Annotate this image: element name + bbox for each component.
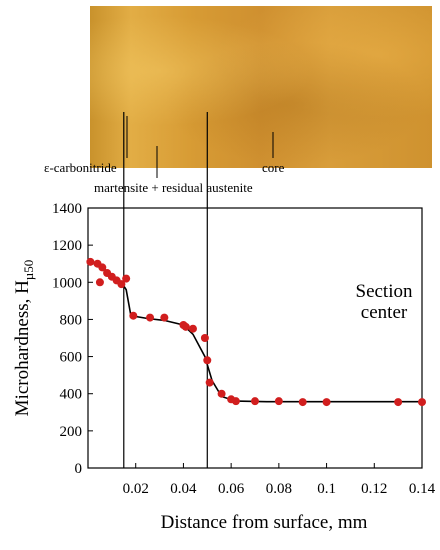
y-tick-label: 400 — [60, 387, 83, 403]
y-axis-title-main: Microhardness, H — [12, 280, 33, 416]
y-tick-label: 1000 — [52, 275, 82, 291]
boundary-lines — [123, 112, 208, 468]
data-point — [205, 378, 214, 387]
y-tick-label: 1200 — [52, 238, 82, 254]
annotation-line-2: center — [361, 302, 408, 323]
plot-frame — [87, 207, 423, 469]
label-carbonitride: ε-carbonitride — [44, 160, 117, 175]
label-martensite: martensite + residual austenite — [94, 180, 253, 195]
data-point — [117, 280, 126, 289]
y-tick-label: 600 — [60, 350, 83, 366]
data-point — [98, 263, 107, 272]
data-point — [200, 334, 209, 342]
data-markers — [86, 257, 426, 407]
y-tick-label: 0 — [75, 461, 83, 477]
micrograph-pointer-lines — [126, 116, 274, 178]
x-tick-label: 0.1 — [317, 481, 336, 497]
y-ticks: 0 200 400 600 800 1000 1200 1400 — [52, 201, 93, 477]
annotation-line-1: Section — [356, 281, 413, 302]
x-axis-title: Distance from surface, mm — [161, 512, 368, 533]
data-point — [203, 356, 212, 365]
x-tick-label: 0.14 — [409, 481, 436, 497]
data-point — [129, 311, 138, 320]
y-tick-label: 200 — [60, 424, 83, 440]
data-point — [298, 398, 307, 407]
x-tick-label: 0.08 — [266, 481, 292, 497]
x-tick-label: 0.12 — [361, 481, 387, 497]
data-point — [122, 274, 131, 283]
data-point — [188, 324, 197, 333]
y-axis-title-sub: µ50 — [21, 260, 36, 281]
y-tick-label: 800 — [60, 312, 83, 328]
data-point — [274, 397, 283, 406]
data-point — [251, 397, 259, 406]
label-core: core — [262, 160, 285, 175]
data-point — [217, 389, 226, 398]
micrograph-image — [90, 6, 432, 168]
data-point — [160, 313, 169, 322]
data-point — [322, 398, 331, 407]
y-axis-title: Microhardness, Hµ50 — [12, 260, 36, 417]
data-point — [146, 313, 155, 322]
data-point — [418, 398, 426, 407]
x-tick-label: 0.04 — [170, 481, 197, 497]
x-tick-label: 0.06 — [218, 481, 245, 497]
y-tick-label: 1400 — [52, 201, 82, 217]
data-point — [394, 398, 403, 407]
data-point — [86, 257, 95, 266]
data-point — [231, 397, 240, 406]
data-point — [95, 278, 104, 287]
data-point — [181, 322, 190, 331]
x-tick-label: 0.02 — [123, 481, 149, 497]
x-ticks: 0.02 0.04 0.06 0.08 0.1 0.12 0.14 — [123, 463, 436, 497]
